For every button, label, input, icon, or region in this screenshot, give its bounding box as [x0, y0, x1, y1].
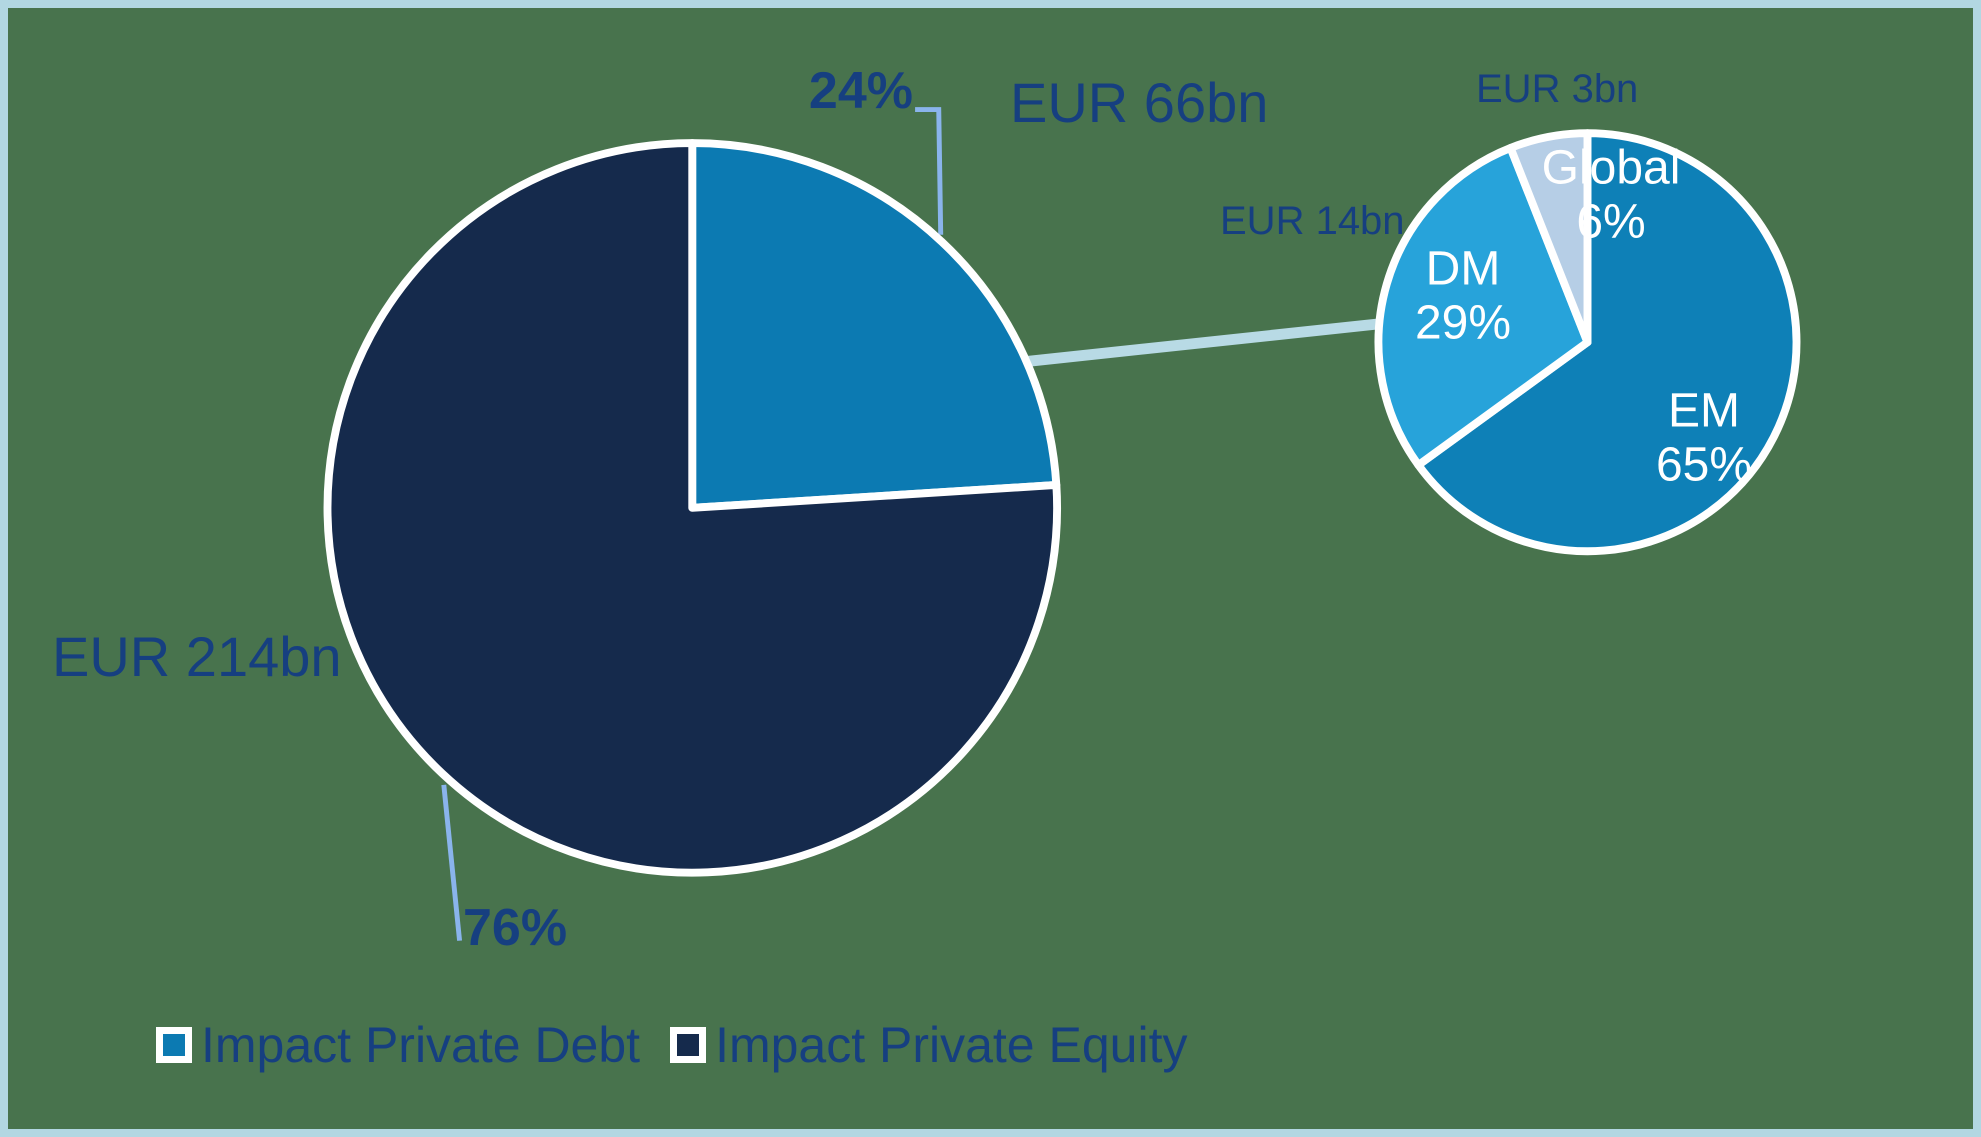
legend-swatch-equity-icon [670, 1027, 707, 1063]
legend: Impact Private Debt Impact Private Equit… [156, 1020, 1187, 1070]
legend-swatch-debt-icon [156, 1027, 192, 1063]
slice-label-em-pct: 65% [1655, 438, 1753, 491]
pie-of-pie-chart [323, 107, 1801, 941]
leader-line-24pct [915, 107, 944, 235]
slice-label-em: EM 65% [1656, 384, 1752, 492]
small-pie-slice-em [1414, 129, 1801, 556]
label-debt-percent: 24% [808, 62, 913, 120]
legend-item-impact-private-debt: Impact Private Debt [156, 1020, 640, 1070]
legend-item-impact-private-equity: Impact Private Equity [670, 1020, 1187, 1070]
slice-label-global-name: Global [1541, 141, 1681, 195]
slice-label-dm-name: DM [1425, 242, 1501, 296]
slice-label-global: Global 6% [1542, 141, 1681, 249]
slice-label-dm-pct: 29% [1414, 296, 1512, 349]
big-pie-slice-impact-private-debt [688, 139, 1061, 512]
slice-label-dm: DM 29% [1415, 242, 1511, 350]
legend-label-debt: Impact Private Debt [201, 1017, 641, 1073]
leader-line-76pct [441, 784, 463, 941]
small-pie-slice-global [1506, 129, 1592, 347]
label-equity-amount: EUR 214bn [52, 625, 342, 688]
label-global-amount: EUR 3bn [1476, 67, 1639, 111]
slice-label-em-name: EM [1667, 384, 1740, 438]
label-dm-amount: EUR 14bn [1220, 199, 1405, 243]
label-debt-amount: EUR 66bn [1010, 71, 1269, 134]
legend-label-equity: Impact Private Equity [715, 1017, 1188, 1073]
pie-connector-line [1021, 318, 1383, 368]
label-equity-percent: 76% [463, 899, 568, 957]
big-pie-slice-impact-private-equity [323, 139, 1061, 877]
small-pie-slice-dm [1374, 143, 1592, 470]
slice-label-global-pct: 6% [1576, 195, 1646, 248]
